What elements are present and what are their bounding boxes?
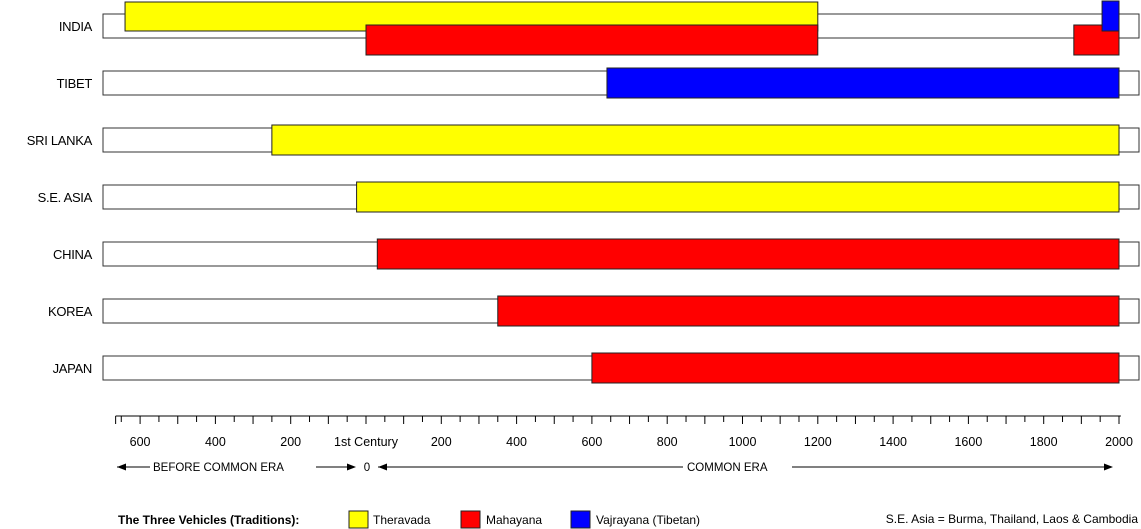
legend-label-mahayana: Mahayana	[486, 513, 542, 527]
era-zero-label: 0	[364, 462, 370, 474]
span-theravada	[356, 181, 1120, 213]
era-indicator: BEFORE COMMON ERA 0 COMMON ERA	[117, 462, 1113, 474]
row-japan: JAPAN	[53, 352, 1140, 384]
row-label: CHINA	[53, 247, 93, 262]
row-korea: KOREA	[48, 295, 1140, 327]
span-theravada	[271, 124, 1120, 156]
tick-label: 1800	[1030, 435, 1058, 449]
span-mahayana	[365, 24, 819, 56]
legend-swatch-mahayana	[460, 510, 481, 529]
x-axis: 600 400 200 1st Century 200 400 600 800 1000 1200…	[115, 415, 1133, 449]
span-mahayana	[376, 238, 1120, 270]
row-sri-lanka: SRI LANKA	[27, 124, 1140, 156]
row-label: INDIA	[59, 19, 93, 34]
span-vajrayana	[1101, 0, 1120, 32]
row-label: TIBET	[57, 76, 93, 91]
row-tibet: TIBET	[57, 67, 1140, 99]
legend-swatch-vajrayana	[570, 510, 591, 529]
row-label: S.E. ASIA	[38, 190, 93, 205]
row-label: JAPAN	[53, 361, 92, 376]
row-china: CHINA	[53, 238, 1140, 270]
row-india: INDIA	[59, 0, 1140, 56]
tick-label: 2000	[1105, 435, 1133, 449]
legend-swatch-theravada	[348, 510, 369, 529]
legend-label-vajrayana: Vajrayana (Tibetan)	[596, 513, 700, 527]
tick-label: 1600	[954, 435, 982, 449]
tick-label: 400	[205, 435, 226, 449]
era-arrowhead	[1104, 463, 1113, 471]
era-ce-label: COMMON ERA	[687, 462, 768, 474]
tick-label: 200	[431, 435, 452, 449]
tick-label: 1000	[729, 435, 757, 449]
era-bce-label: BEFORE COMMON ERA	[153, 462, 284, 474]
tick-label: 400	[506, 435, 527, 449]
tick-label: 600	[130, 435, 151, 449]
row-s-e-asia: S.E. ASIA	[38, 181, 1140, 213]
row-label: KOREA	[48, 304, 93, 319]
tick-label: 800	[657, 435, 678, 449]
tick-label: 200	[280, 435, 301, 449]
legend-label-theravada: Theravada	[373, 513, 431, 527]
span-mahayana	[497, 295, 1120, 327]
tick-label: 1200	[804, 435, 832, 449]
row-label: SRI LANKA	[27, 133, 93, 148]
tick-label: 1st Century	[334, 435, 399, 449]
span-mahayana	[591, 352, 1120, 384]
region-note: S.E. Asia = Burma, Thailand, Laos & Camb…	[886, 512, 1139, 526]
tick-label: 600	[581, 435, 602, 449]
timeline-rows: INDIA TIBET SRI LANKA S.E. ASIA CHINA KOREA JA…	[27, 0, 1140, 384]
legend-title: The Three Vehicles (Traditions):	[118, 513, 299, 527]
tick-label: 1400	[879, 435, 907, 449]
span-vajrayana	[606, 67, 1120, 99]
legend: The Three Vehicles (Traditions): Theravad…	[118, 510, 700, 529]
era-arrowhead	[347, 463, 356, 471]
